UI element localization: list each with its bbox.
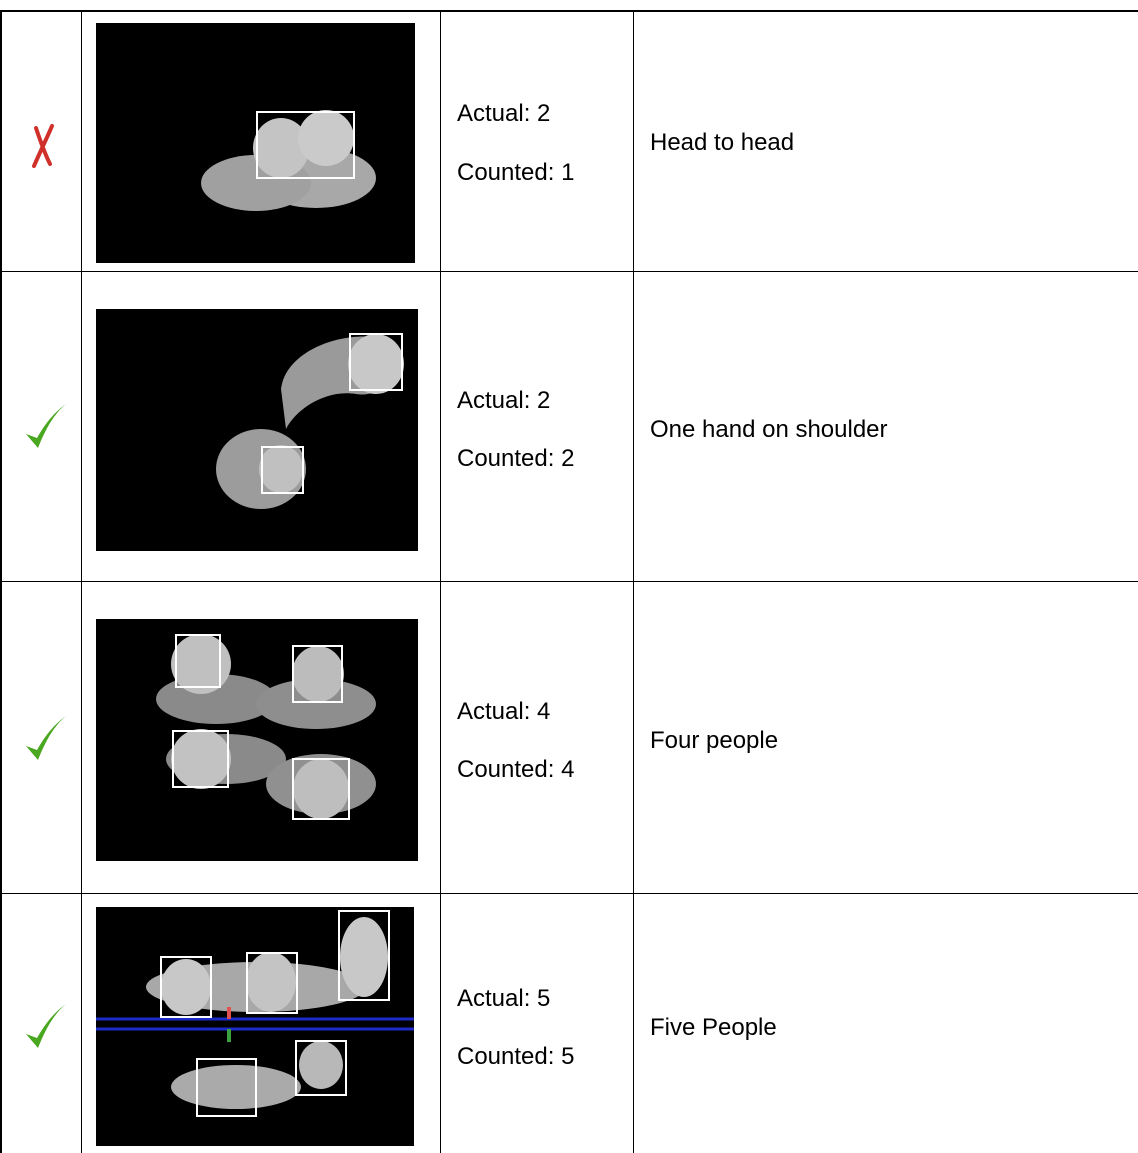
- table-border: [0, 10, 2, 1153]
- check-icon: [26, 1004, 66, 1048]
- table-border: [0, 581, 1138, 582]
- table-border: [633, 10, 634, 1153]
- table-border: [0, 893, 1138, 894]
- description: Head to head: [650, 129, 795, 156]
- cross-icon: [32, 124, 54, 168]
- table-border: [440, 10, 441, 1153]
- actual-count: Actual: 5: [457, 985, 551, 1012]
- counted-count: Counted: 4: [457, 756, 575, 783]
- depth-image: [96, 23, 415, 263]
- actual-count: Actual: 2: [457, 100, 551, 127]
- description: One hand on shoulder: [650, 416, 888, 443]
- description: Five People: [650, 1014, 777, 1041]
- check-icon: [26, 716, 66, 760]
- table-border: [0, 271, 1138, 272]
- counted-count: Counted: 1: [457, 159, 575, 186]
- depth-image: [96, 619, 418, 861]
- table-border: [81, 10, 82, 1153]
- depth-image: [96, 309, 418, 551]
- actual-count: Actual: 2: [457, 387, 551, 414]
- description: Four people: [650, 727, 779, 754]
- check-icon: [26, 404, 66, 448]
- counted-count: Counted: 5: [457, 1043, 575, 1070]
- counted-count: Counted: 2: [457, 445, 575, 472]
- actual-count: Actual: 4: [457, 698, 551, 725]
- table-border: [0, 10, 1138, 12]
- depth-image: [96, 907, 414, 1146]
